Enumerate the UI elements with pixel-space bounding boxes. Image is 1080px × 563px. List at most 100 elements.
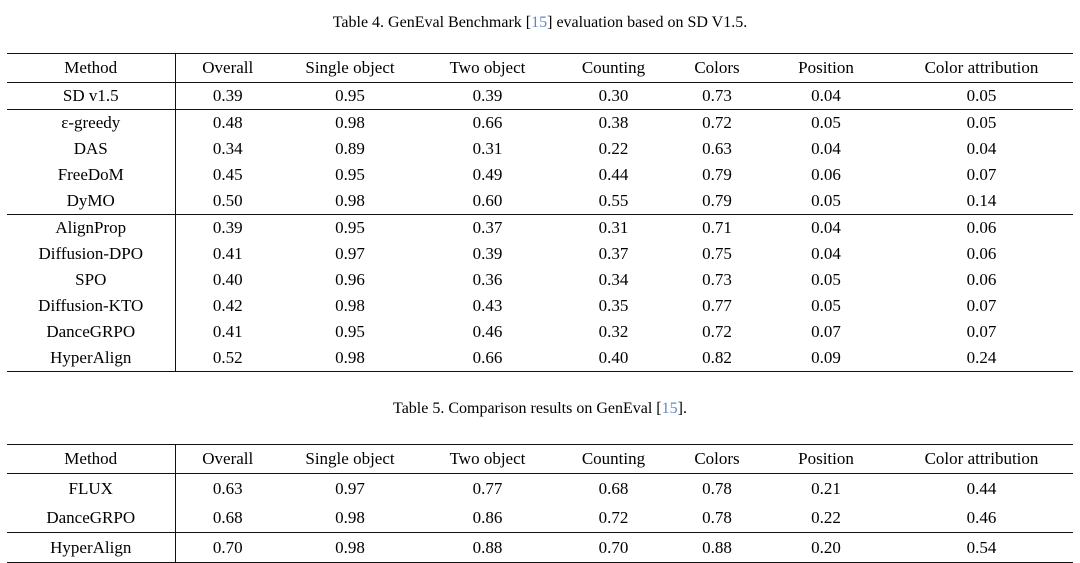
value-cell: 0.39 <box>212 86 243 105</box>
method-cell: ε-greedy <box>7 109 176 136</box>
value-cell: 0.30 <box>598 86 629 105</box>
value-cell: 0.75 <box>702 244 732 263</box>
value-cell: 0.78 <box>702 478 732 498</box>
column-header: Method <box>7 53 176 83</box>
table-row: SPO 0.40 0.96 0.36 0.34 0.73 0.05 0.06 <box>7 267 1073 293</box>
value-cell: 0.49 <box>472 165 503 184</box>
value-cell: 0.95 <box>335 165 365 184</box>
table-row: HyperAlign 0.70 0.98 0.88 0.70 0.88 0.20 0.54 <box>7 532 1073 563</box>
value-cell: 0.24 <box>966 348 997 367</box>
value-cell: 0.44 <box>966 478 997 498</box>
value-cell: 0.98 <box>335 348 365 367</box>
value-cell: 0.05 <box>811 113 841 132</box>
value-cell: 0.39 <box>472 244 503 263</box>
value-cell: 0.06 <box>966 270 997 289</box>
table4-caption-prefix: Table 4. GenEval Benchmark [ <box>332 14 532 31</box>
value-cell: 0.95 <box>335 86 365 105</box>
value-cell: 0.66 <box>472 113 503 132</box>
value-cell: 0.66 <box>472 348 503 367</box>
table-row: ε-greedy 0.48 0.98 0.66 0.38 0.72 0.05 0.05 <box>7 109 1073 136</box>
value-cell: 0.63 <box>702 139 732 158</box>
value-cell: 0.70 <box>212 537 243 557</box>
value-cell: 0.31 <box>598 218 629 237</box>
value-cell: 0.89 <box>335 139 365 158</box>
table4-caption-suffix: ] evaluation based on SD V1.5. <box>547 14 748 31</box>
value-cell: 0.40 <box>598 348 629 367</box>
value-cell: 0.43 <box>472 296 503 315</box>
method-cell: SD v1.5 <box>7 82 176 110</box>
method-cell: SPO <box>7 267 176 293</box>
value-cell: 0.42 <box>212 296 243 315</box>
value-cell: 0.97 <box>335 478 365 498</box>
value-cell: 0.86 <box>472 507 503 527</box>
value-cell: 0.07 <box>966 322 997 341</box>
table4-header-row: Method Overall Single object Two object Coun… <box>7 53 1073 83</box>
value-cell: 0.04 <box>966 139 997 158</box>
value-cell: 0.97 <box>335 244 365 263</box>
method-cell: HyperAlign <box>7 345 176 372</box>
value-cell: 0.21 <box>811 478 841 498</box>
method-cell: DanceGRPO <box>7 503 176 533</box>
value-cell: 0.54 <box>966 537 997 557</box>
value-cell: 0.40 <box>212 270 243 289</box>
value-cell: 0.72 <box>598 507 629 527</box>
value-cell: 0.78 <box>702 507 732 527</box>
value-cell: 0.82 <box>702 348 732 367</box>
table-row: SD v1.5 0.39 0.95 0.39 0.30 0.73 0.04 0.05 <box>7 82 1073 110</box>
table4-citation-link[interactable]: 15 <box>531 14 548 31</box>
value-cell: 0.34 <box>598 270 629 289</box>
table5-citation-link[interactable]: 15 <box>661 400 678 417</box>
method-cell: Diffusion-DPO <box>7 241 176 267</box>
column-header: Color attribution <box>924 449 1039 468</box>
column-header: Color attribution <box>924 58 1039 77</box>
value-cell: 0.14 <box>966 191 997 210</box>
table4-caption: Table 4. GenEval Benchmark [15] evaluati… <box>0 0 1080 33</box>
value-cell: 0.72 <box>702 113 732 132</box>
value-cell: 0.98 <box>335 537 365 557</box>
method-cell: DanceGRPO <box>7 319 176 345</box>
value-cell: 0.68 <box>598 478 629 498</box>
value-cell: 0.73 <box>702 86 732 105</box>
table5-caption-prefix: Table 5. Comparison results on GenEval [ <box>393 400 662 417</box>
table5-header-row: Method Overall Single object Two object Coun… <box>7 444 1073 474</box>
value-cell: 0.88 <box>702 537 732 557</box>
table-row: DanceGRPO 0.68 0.98 0.86 0.72 0.78 0.22 0.46 <box>7 503 1073 533</box>
value-cell: 0.05 <box>811 191 841 210</box>
column-header: Position <box>798 58 854 77</box>
column-header: Overall <box>202 449 254 468</box>
table5-caption: Table 5. Comparison results on GenEval [… <box>0 372 1080 419</box>
table-row: FreeDoM 0.45 0.95 0.49 0.44 0.79 0.06 0.07 <box>7 162 1073 188</box>
method-cell: AlignProp <box>7 214 176 241</box>
value-cell: 0.88 <box>472 537 503 557</box>
value-cell: 0.06 <box>966 244 997 263</box>
column-header: Single object <box>305 58 395 77</box>
column-header: Two object <box>449 58 526 77</box>
method-cell: Diffusion-KTO <box>7 293 176 319</box>
method-cell: DyMO <box>7 188 176 215</box>
value-cell: 0.52 <box>212 348 243 367</box>
value-cell: 0.35 <box>598 296 629 315</box>
value-cell: 0.39 <box>212 218 243 237</box>
value-cell: 0.38 <box>598 113 629 132</box>
value-cell: 0.70 <box>598 537 629 557</box>
value-cell: 0.07 <box>966 165 997 184</box>
value-cell: 0.72 <box>702 322 732 341</box>
value-cell: 0.77 <box>472 478 503 498</box>
value-cell: 0.55 <box>598 191 629 210</box>
value-cell: 0.73 <box>702 270 732 289</box>
column-header: Counting <box>581 58 646 77</box>
value-cell: 0.63 <box>212 478 243 498</box>
table-row: DanceGRPO 0.41 0.95 0.46 0.32 0.72 0.07 0.07 <box>7 319 1073 345</box>
value-cell: 0.07 <box>811 322 841 341</box>
table-row: Diffusion-DPO 0.41 0.97 0.39 0.37 0.75 0.04 0.0… <box>7 241 1073 267</box>
value-cell: 0.09 <box>811 348 841 367</box>
value-cell: 0.41 <box>212 244 243 263</box>
value-cell: 0.95 <box>335 218 365 237</box>
value-cell: 0.22 <box>598 139 629 158</box>
column-header: Single object <box>305 449 395 468</box>
value-cell: 0.22 <box>811 507 841 527</box>
table-row: HyperAlign 0.52 0.98 0.66 0.40 0.82 0.09 0.24 <box>7 345 1073 372</box>
value-cell: 0.98 <box>335 191 365 210</box>
value-cell: 0.37 <box>472 218 503 237</box>
value-cell: 0.48 <box>212 113 243 132</box>
